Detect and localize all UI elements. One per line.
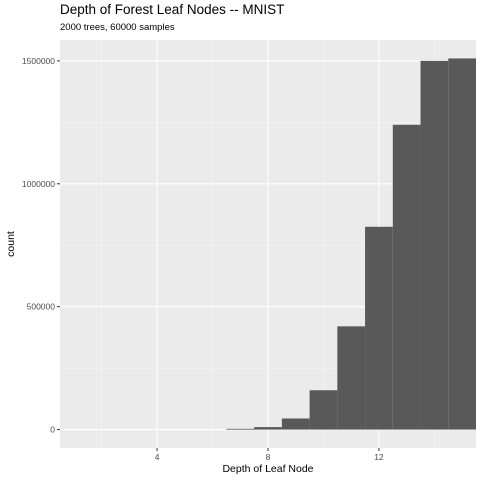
histogram-bar (309, 390, 338, 430)
y-tick-label: 1500000 (22, 56, 55, 66)
grid-lines (60, 40, 476, 448)
histogram-bar (448, 58, 476, 430)
histogram-bar (254, 427, 282, 430)
chart-title: Depth of Forest Leaf Nodes -- MNIST (60, 2, 285, 17)
chart-subtitle: 2000 trees, 60000 samples (60, 22, 175, 33)
histogram-bar (365, 226, 393, 430)
histogram-bar (337, 326, 366, 430)
histogram-bar (392, 124, 421, 430)
x-tick-label: 4 (155, 452, 160, 462)
x-tick-label: 12 (374, 452, 384, 462)
x-axis-ticks: 4 8 12 (155, 448, 384, 462)
histogram-bar (420, 60, 449, 430)
y-tick-label: 0 (50, 425, 55, 435)
x-tick-label: 8 (266, 452, 271, 462)
y-tick-label: 500000 (27, 302, 56, 312)
histogram-bars (226, 58, 476, 430)
histogram-bar (281, 418, 310, 430)
y-tick-label: 1000000 (22, 179, 55, 189)
y-axis-title: count (5, 231, 17, 257)
x-axis-title: Depth of Leaf Node (222, 463, 313, 475)
histogram-bar (226, 428, 255, 430)
y-axis-ticks: 0 500000 1000000 1500000 (22, 56, 60, 435)
